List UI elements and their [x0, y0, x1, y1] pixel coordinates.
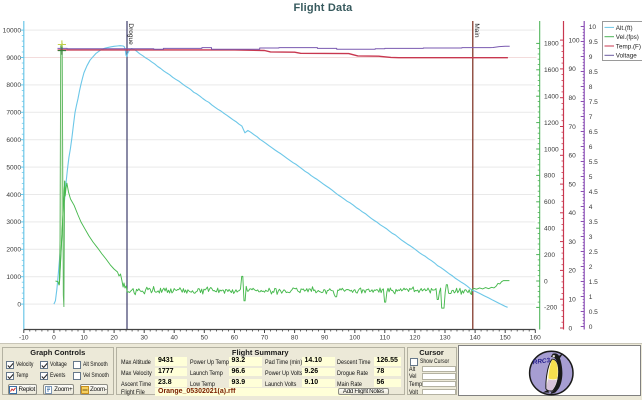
svg-text:1: 1 [589, 294, 593, 301]
svg-text:1600: 1600 [544, 67, 559, 74]
svg-text:4000: 4000 [6, 192, 21, 199]
svg-text:0: 0 [544, 278, 548, 285]
svg-text:50: 50 [201, 335, 209, 342]
svg-text:8.5: 8.5 [589, 69, 598, 76]
svg-text:1200: 1200 [544, 120, 559, 127]
svg-text:60: 60 [231, 335, 239, 342]
svg-text:Drogue: Drogue [127, 23, 134, 45]
svg-text:9.5: 9.5 [589, 39, 598, 46]
svg-text:2.5: 2.5 [589, 249, 598, 256]
svg-text:80: 80 [291, 335, 299, 342]
svg-text:8000: 8000 [6, 82, 21, 89]
svg-text:10000: 10000 [3, 27, 22, 34]
svg-text:6000: 6000 [6, 137, 21, 144]
svg-text:40: 40 [569, 210, 577, 217]
svg-text:140: 140 [470, 335, 481, 342]
svg-text:150: 150 [500, 335, 511, 342]
svg-text:5: 5 [589, 174, 593, 181]
svg-text:100: 100 [349, 335, 360, 342]
svg-text:20: 20 [569, 268, 577, 275]
svg-text:0: 0 [589, 324, 593, 331]
svg-text:30: 30 [141, 335, 149, 342]
svg-text:130: 130 [439, 335, 450, 342]
svg-text:90: 90 [321, 335, 329, 342]
svg-text:6.5: 6.5 [589, 129, 598, 136]
svg-text:5000: 5000 [6, 164, 21, 171]
svg-text:RRC3: RRC3 [532, 357, 551, 366]
svg-text:7.5: 7.5 [589, 99, 598, 106]
svg-text:0.5: 0.5 [589, 309, 598, 316]
svg-text:400: 400 [544, 226, 555, 233]
svg-text:40: 40 [171, 335, 179, 342]
svg-text:70: 70 [569, 124, 577, 131]
svg-text:3000: 3000 [6, 219, 21, 226]
svg-text:50: 50 [569, 181, 577, 188]
svg-text:110: 110 [380, 335, 391, 342]
svg-text:-200: -200 [544, 305, 558, 312]
svg-text:Temp.(F): Temp.(F) [616, 43, 641, 50]
svg-text:3: 3 [589, 234, 593, 241]
svg-text:9000: 9000 [6, 55, 21, 62]
svg-text:4: 4 [589, 204, 593, 211]
svg-text:7000: 7000 [6, 110, 21, 117]
svg-text:10: 10 [80, 335, 88, 342]
svg-text:120: 120 [409, 335, 420, 342]
svg-text:20: 20 [110, 335, 118, 342]
svg-text:-10: -10 [19, 335, 29, 342]
svg-text:600: 600 [544, 199, 555, 206]
svg-text:160: 160 [530, 335, 541, 342]
svg-text:90: 90 [569, 66, 577, 73]
svg-text:7: 7 [589, 114, 593, 121]
svg-text:800: 800 [544, 173, 555, 180]
svg-text:Vel.(fps): Vel.(fps) [616, 34, 639, 41]
svg-text:1400: 1400 [544, 94, 559, 101]
svg-text:0: 0 [17, 301, 21, 308]
svg-text:30: 30 [569, 239, 577, 246]
svg-text:60: 60 [569, 153, 577, 160]
svg-text:5.5: 5.5 [589, 159, 598, 166]
svg-text:2: 2 [589, 264, 593, 271]
svg-text:1000: 1000 [6, 274, 21, 281]
svg-text:10: 10 [569, 297, 577, 304]
svg-text:2000: 2000 [6, 247, 21, 254]
svg-text:4.5: 4.5 [589, 189, 598, 196]
svg-text:8: 8 [589, 84, 593, 91]
svg-text:9: 9 [589, 54, 593, 61]
svg-text:1800: 1800 [544, 41, 559, 48]
svg-text:3.5: 3.5 [589, 219, 598, 226]
svg-text:100: 100 [569, 37, 580, 44]
svg-text:Main: Main [473, 23, 480, 37]
svg-text:10: 10 [589, 24, 597, 31]
svg-text:0: 0 [569, 325, 573, 332]
svg-text:70: 70 [261, 335, 269, 342]
svg-text:Voltage: Voltage [616, 53, 638, 60]
svg-text:200: 200 [544, 252, 555, 259]
svg-text:1.5: 1.5 [589, 279, 598, 286]
svg-text:80: 80 [569, 95, 577, 102]
svg-text:1000: 1000 [544, 146, 559, 153]
svg-text:6: 6 [589, 144, 593, 151]
svg-text:0: 0 [52, 335, 56, 342]
svg-text:Alt.(ft): Alt.(ft) [616, 25, 633, 32]
